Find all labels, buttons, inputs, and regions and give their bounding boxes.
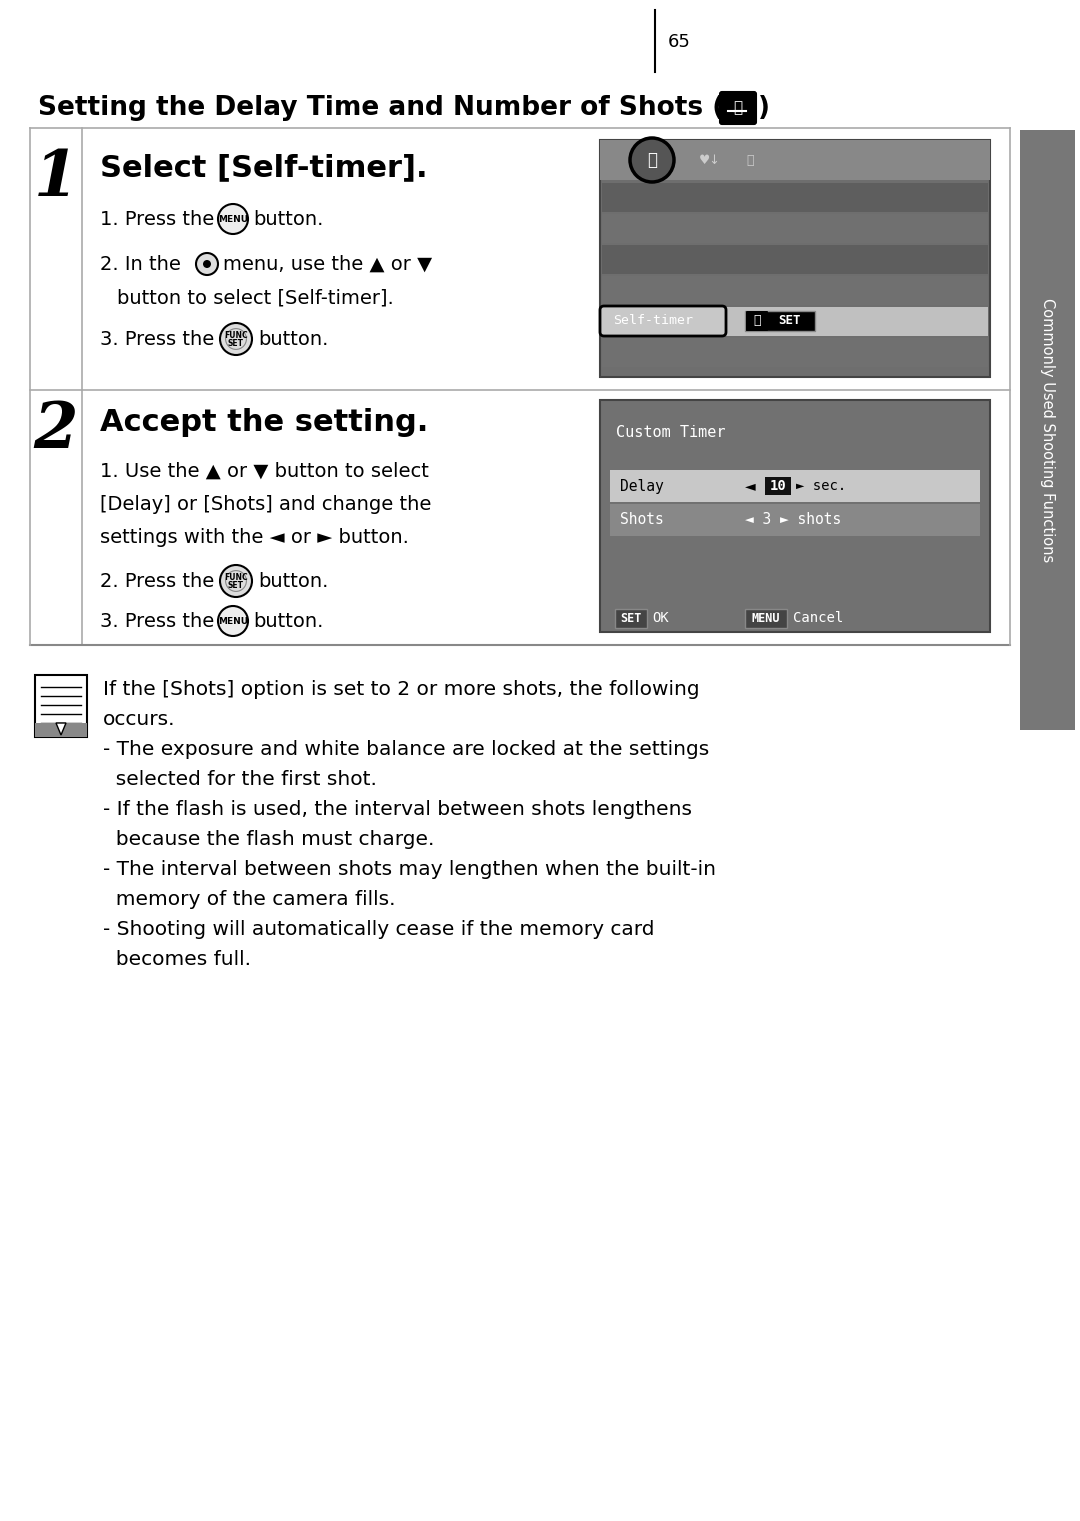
Text: button.: button. xyxy=(258,572,328,592)
Text: Self-timer: Self-timer xyxy=(613,315,693,327)
Text: SET: SET xyxy=(228,339,244,347)
Text: button.: button. xyxy=(253,210,323,230)
Text: button.: button. xyxy=(253,611,323,631)
Text: FUNC: FUNC xyxy=(225,572,247,581)
Text: OK: OK xyxy=(652,611,669,625)
Text: memory of the camera fills.: memory of the camera fills. xyxy=(103,890,395,910)
Text: AF Frame: AF Frame xyxy=(608,190,669,204)
Text: ◄ 3 ► shots: ◄ 3 ► shots xyxy=(745,513,841,528)
FancyBboxPatch shape xyxy=(600,140,990,179)
FancyBboxPatch shape xyxy=(602,338,988,367)
Text: Shots: Shots xyxy=(620,513,664,528)
Text: [Delay] or [Shots] and change the: [Delay] or [Shots] and change the xyxy=(100,494,431,514)
Text: ): ) xyxy=(758,94,770,122)
FancyBboxPatch shape xyxy=(745,310,815,332)
Text: Commonly Used Shooting Functions: Commonly Used Shooting Functions xyxy=(1039,298,1054,563)
Text: Delay: Delay xyxy=(620,479,664,493)
FancyBboxPatch shape xyxy=(602,183,988,211)
Text: ♥↓: ♥↓ xyxy=(699,154,720,166)
Text: button to select [Self-timer].: button to select [Self-timer]. xyxy=(117,287,394,307)
FancyBboxPatch shape xyxy=(720,91,756,125)
Text: Flash Settings...: Flash Settings... xyxy=(608,283,735,297)
FancyBboxPatch shape xyxy=(35,722,87,738)
Text: SET: SET xyxy=(778,315,800,327)
Text: If the [Shots] option is set to 2 or more shots, the following: If the [Shots] option is set to 2 or mor… xyxy=(103,680,700,700)
Text: 3. Press the: 3. Press the xyxy=(100,330,214,348)
FancyBboxPatch shape xyxy=(615,608,647,628)
FancyBboxPatch shape xyxy=(602,214,988,243)
Text: SET: SET xyxy=(228,581,244,590)
Text: FUNC: FUNC xyxy=(225,330,247,339)
Polygon shape xyxy=(56,722,66,735)
FancyBboxPatch shape xyxy=(746,310,768,332)
Text: ⓢ: ⓢ xyxy=(753,315,760,327)
Text: ◄ Face Detect ►: ◄ Face Detect ► xyxy=(869,190,982,204)
FancyBboxPatch shape xyxy=(610,470,980,502)
Text: menu, use the ▲ or ▼: menu, use the ▲ or ▼ xyxy=(222,256,432,274)
Text: On Off: On Off xyxy=(937,222,982,234)
Text: ► sec.: ► sec. xyxy=(796,479,847,493)
FancyBboxPatch shape xyxy=(600,400,990,633)
Text: MENU: MENU xyxy=(218,214,248,224)
Text: - The exposure and white balance are locked at the settings: - The exposure and white balance are loc… xyxy=(103,741,710,759)
Text: 1: 1 xyxy=(33,148,78,210)
Circle shape xyxy=(218,204,248,234)
Circle shape xyxy=(195,252,218,275)
Text: - If the flash is used, the interval between shots lengthens: - If the flash is used, the interval bet… xyxy=(103,800,692,818)
Text: ⓢ: ⓢ xyxy=(733,100,743,116)
Text: AF-Point Zoom: AF-Point Zoom xyxy=(608,222,705,234)
Text: button.: button. xyxy=(258,330,328,348)
Text: AF-assist Beam: AF-assist Beam xyxy=(608,345,713,359)
Text: On Off: On Off xyxy=(937,345,982,359)
Text: ◄ Standard ►: ◄ Standard ► xyxy=(892,252,982,266)
Circle shape xyxy=(218,605,248,636)
Text: 2. In the: 2. In the xyxy=(100,256,180,274)
FancyBboxPatch shape xyxy=(610,503,980,535)
Circle shape xyxy=(203,260,211,268)
FancyBboxPatch shape xyxy=(765,478,791,494)
Text: ⛹: ⛹ xyxy=(746,154,754,166)
FancyBboxPatch shape xyxy=(745,608,787,628)
Text: 1. Use the ▲ or ▼ button to select: 1. Use the ▲ or ▼ button to select xyxy=(100,462,429,481)
Text: - The interval between shots may lengthen when the built-in: - The interval between shots may lengthe… xyxy=(103,859,716,879)
Circle shape xyxy=(220,322,252,354)
FancyBboxPatch shape xyxy=(602,307,988,336)
Text: Cancel: Cancel xyxy=(793,611,843,625)
Text: - Shooting will automatically cease if the memory card: - Shooting will automatically cease if t… xyxy=(103,920,654,938)
FancyBboxPatch shape xyxy=(1020,129,1075,730)
FancyBboxPatch shape xyxy=(35,675,87,738)
FancyBboxPatch shape xyxy=(602,245,988,274)
Text: SET: SET xyxy=(620,611,642,625)
Text: MENU: MENU xyxy=(218,616,248,625)
Text: Accept the setting.: Accept the setting. xyxy=(100,408,429,437)
FancyBboxPatch shape xyxy=(602,275,988,306)
Text: Digital Zoom: Digital Zoom xyxy=(608,252,698,266)
Text: settings with the ◄ or ► button.: settings with the ◄ or ► button. xyxy=(100,528,409,548)
Text: 2: 2 xyxy=(33,400,78,461)
Text: Custom Timer: Custom Timer xyxy=(616,424,726,440)
Text: 65: 65 xyxy=(669,33,691,52)
Text: 10: 10 xyxy=(770,479,786,493)
FancyBboxPatch shape xyxy=(600,306,726,336)
Text: occurs.: occurs. xyxy=(103,710,175,729)
Text: Setting the Delay Time and Number of Shots (: Setting the Delay Time and Number of Sho… xyxy=(38,94,725,122)
Text: MENU: MENU xyxy=(752,611,780,625)
Circle shape xyxy=(630,138,674,183)
Text: because the flash must charge.: because the flash must charge. xyxy=(103,830,434,849)
FancyBboxPatch shape xyxy=(600,140,990,377)
Text: 3. Press the: 3. Press the xyxy=(100,611,214,631)
Text: 📷: 📷 xyxy=(647,151,657,169)
Text: ◄: ◄ xyxy=(745,479,756,493)
Text: selected for the first shot.: selected for the first shot. xyxy=(103,770,377,789)
Text: 1. Press the: 1. Press the xyxy=(100,210,214,230)
Text: Select [Self-timer].: Select [Self-timer]. xyxy=(100,154,428,183)
Text: becomes full.: becomes full. xyxy=(103,951,251,969)
Text: 2. Press the: 2. Press the xyxy=(100,572,214,592)
Circle shape xyxy=(220,564,252,598)
